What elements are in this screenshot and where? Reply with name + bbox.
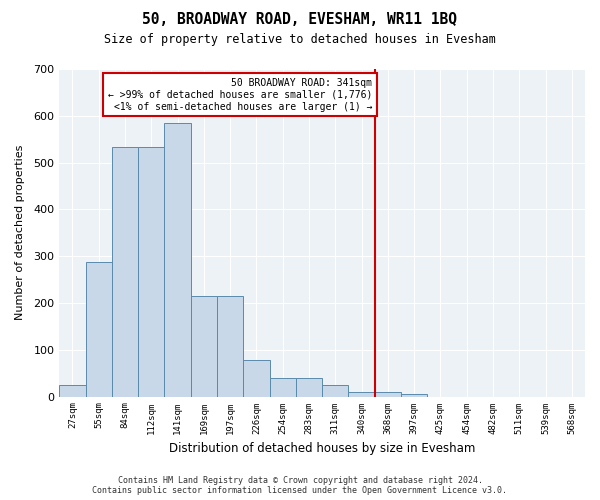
Y-axis label: Number of detached properties: Number of detached properties	[15, 145, 25, 320]
Bar	[138, 147, 164, 396]
Bar	[375, 392, 401, 396]
Bar	[296, 378, 322, 396]
Bar	[112, 147, 138, 396]
Text: 50 BROADWAY ROAD: 341sqm
← >99% of detached houses are smaller (1,776)
<1% of se: 50 BROADWAY ROAD: 341sqm ← >99% of detac…	[108, 78, 372, 112]
Bar	[349, 392, 375, 396]
Bar	[217, 296, 244, 396]
Bar	[244, 360, 269, 397]
Bar	[322, 385, 349, 396]
Bar	[86, 262, 112, 396]
Text: 50, BROADWAY ROAD, EVESHAM, WR11 1BQ: 50, BROADWAY ROAD, EVESHAM, WR11 1BQ	[143, 12, 458, 28]
Bar	[401, 394, 427, 396]
Bar	[164, 123, 191, 396]
Bar	[269, 378, 296, 396]
Bar	[191, 296, 217, 396]
Text: Size of property relative to detached houses in Evesham: Size of property relative to detached ho…	[104, 32, 496, 46]
X-axis label: Distribution of detached houses by size in Evesham: Distribution of detached houses by size …	[169, 442, 475, 455]
Bar	[59, 385, 86, 396]
Text: Contains HM Land Registry data © Crown copyright and database right 2024.
Contai: Contains HM Land Registry data © Crown c…	[92, 476, 508, 495]
